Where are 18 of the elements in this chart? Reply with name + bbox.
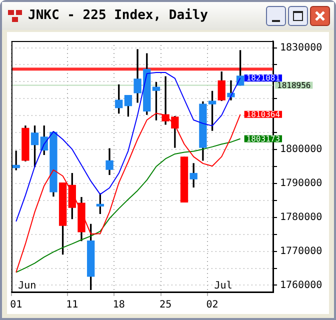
- y-tick-label: 1760000: [280, 280, 322, 291]
- x-tick-label: 25: [160, 300, 172, 311]
- x-tick-label: 02: [206, 300, 218, 311]
- y-tick-label: 1780000: [280, 212, 322, 223]
- y-tick-label: 1790000: [280, 178, 322, 190]
- x-tick-label: 01: [10, 300, 22, 311]
- y-tick-label: 1770000: [280, 246, 322, 257]
- data-label: 1821081: [246, 74, 280, 83]
- y-tick-label: 1830000: [280, 42, 322, 54]
- data-label: 1810364: [246, 110, 280, 119]
- y-tick-label: 1800000: [280, 144, 322, 156]
- x-tick-label: 18: [112, 300, 125, 311]
- ref-line-label: 1818956: [277, 80, 311, 90]
- data-label: 1803173: [246, 134, 280, 144]
- x-tick-label: 11: [66, 300, 78, 311]
- annotation: Jul: [214, 280, 232, 292]
- annotation: Jun: [18, 280, 36, 292]
- chart-title: JNKC - 225 Index, Daily: [28, 8, 208, 23]
